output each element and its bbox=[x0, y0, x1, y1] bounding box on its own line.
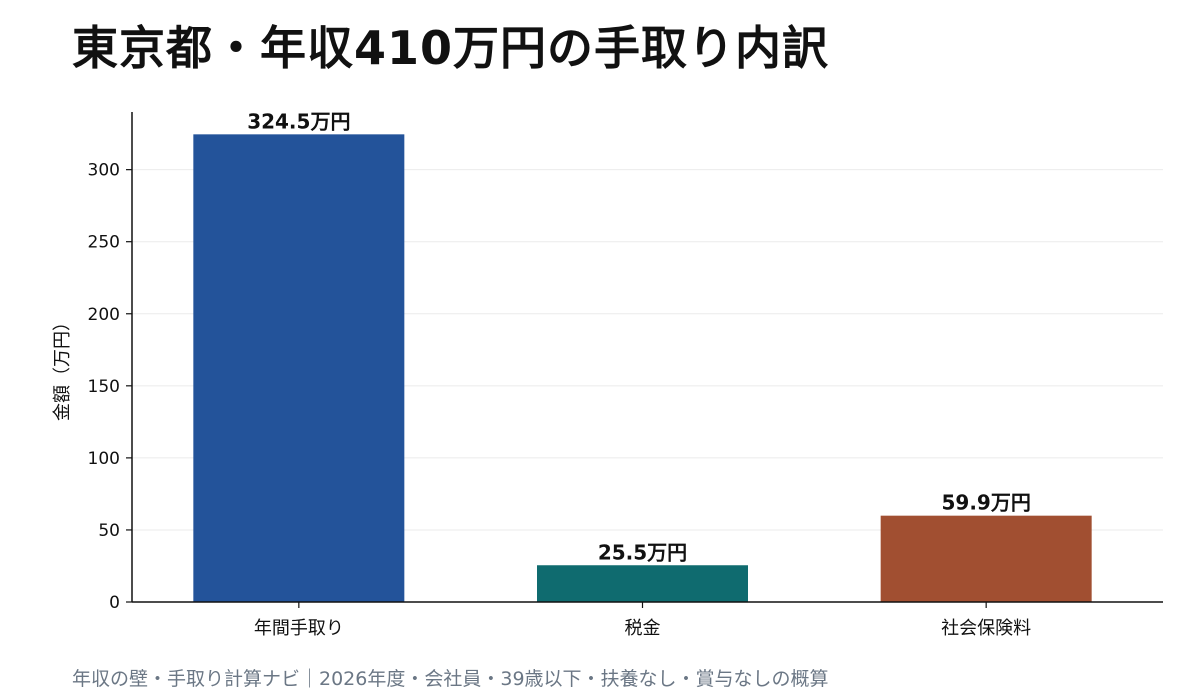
y-tick-label: 50 bbox=[98, 521, 120, 541]
y-axis-label: 金額（万円） bbox=[52, 313, 73, 421]
axes bbox=[131, 112, 1163, 603]
data-label: 324.5万円 bbox=[247, 109, 350, 133]
data-label: 25.5万円 bbox=[598, 540, 687, 564]
x-tick-label: 税金 bbox=[625, 618, 661, 639]
data-label: 59.9万円 bbox=[941, 491, 1030, 515]
y-tick-label: 300 bbox=[88, 161, 120, 181]
bar bbox=[880, 515, 1092, 602]
y-tick-label: 150 bbox=[88, 377, 120, 397]
x-tick-label: 年間手取り bbox=[254, 618, 344, 639]
chart-title: 東京都・年収410万円の手取り内訳 bbox=[72, 21, 830, 75]
x-tick-label: 社会保険料 bbox=[941, 618, 1031, 639]
bar bbox=[537, 565, 748, 602]
y-tick-label: 200 bbox=[88, 305, 120, 325]
x-ticks: 年間手取り 税金 社会保険料 bbox=[254, 602, 1031, 639]
bars bbox=[193, 134, 1092, 602]
y-ticks: 0 50 100 150 200 250 300 bbox=[88, 161, 132, 613]
footer-note: 年収の壁・手取り計算ナビ｜2026年度・会社員・39歳以下・扶養なし・賞与なしの… bbox=[72, 668, 829, 690]
y-tick-label: 250 bbox=[88, 233, 120, 253]
data-labels: 324.5万円 25.5万円 59.9万円 bbox=[247, 109, 1031, 564]
y-tick-label: 100 bbox=[88, 449, 120, 469]
y-tick-label: 0 bbox=[109, 593, 120, 613]
bar bbox=[193, 134, 405, 602]
